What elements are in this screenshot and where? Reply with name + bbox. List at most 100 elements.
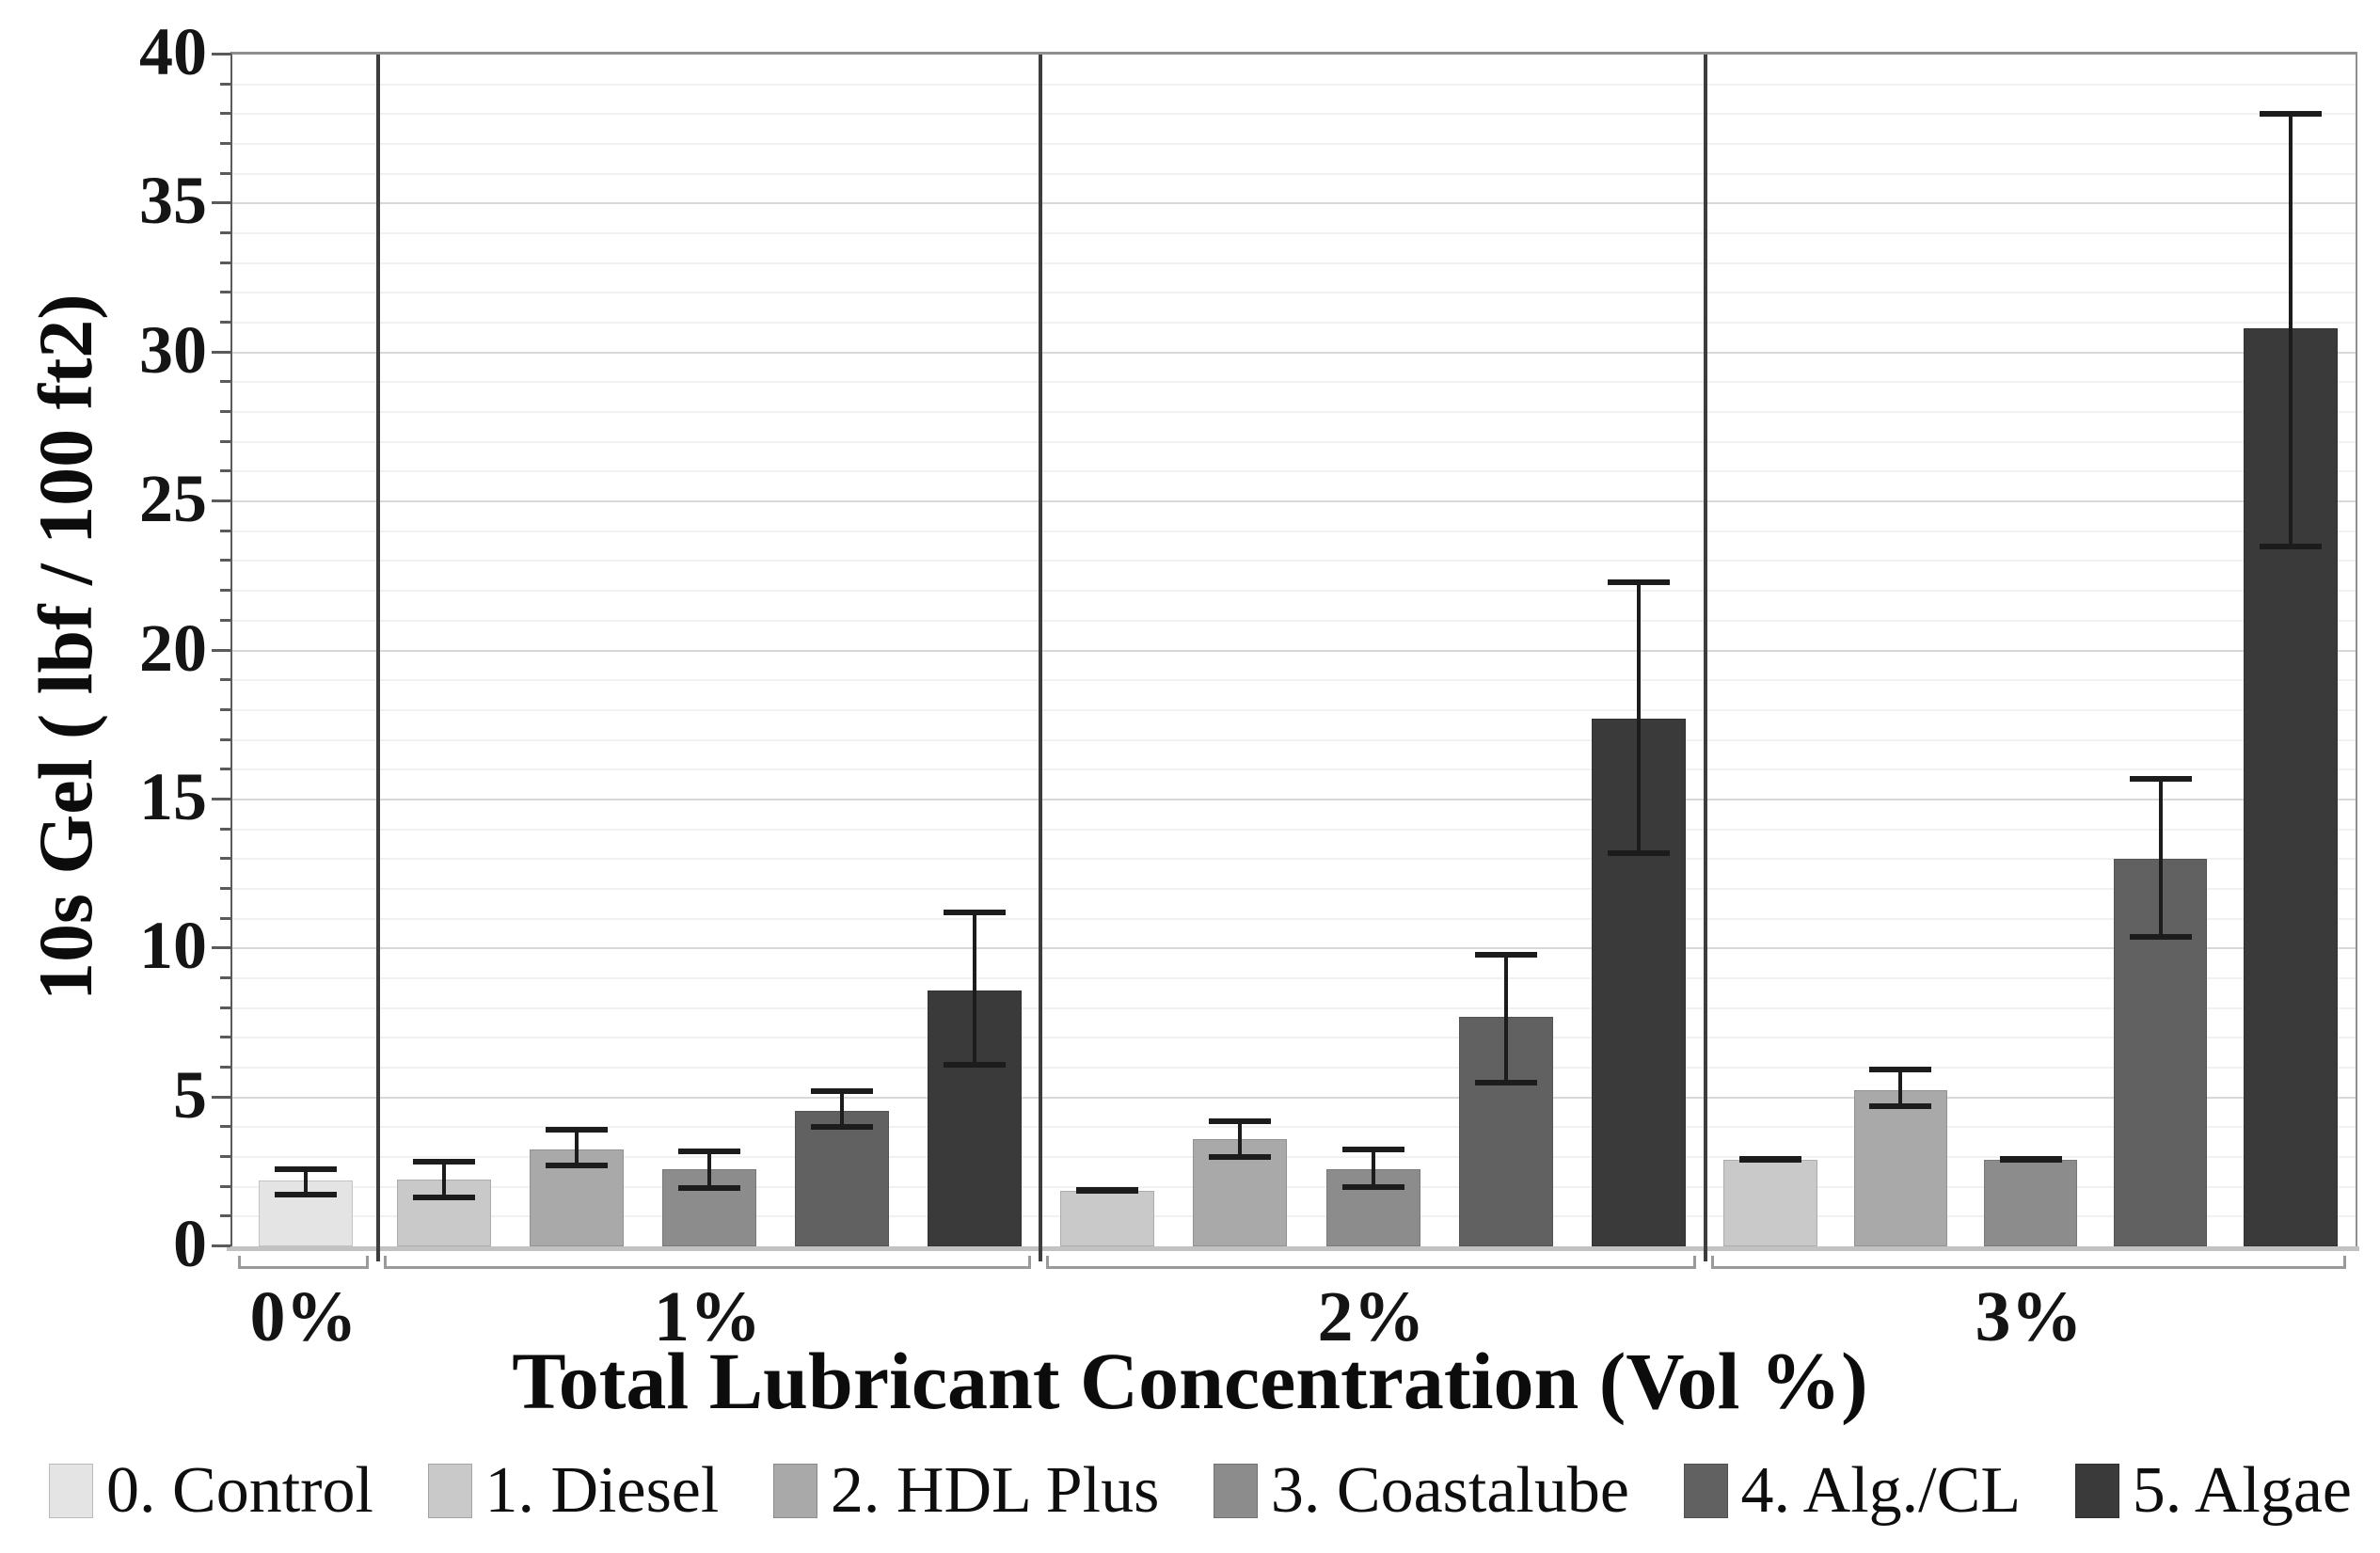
minor-gridline [232,470,2356,473]
bar [1983,1160,2078,1246]
legend-swatch [2074,1464,2119,1518]
y-axis-tick [220,886,230,890]
y-axis-tick [220,112,230,116]
legend: 0. Control 1. Diesel 2. HDL Plus 3. Coastal… [49,1449,2352,1533]
y-axis-tick [212,1244,230,1247]
minor-gridline [232,738,2356,741]
group-bracket [238,1266,369,1269]
error-bar-line [707,1150,711,1189]
y-axis-tick [212,201,230,205]
y-axis-tick [220,1036,230,1039]
bar [1723,1160,1817,1246]
error-bar-line [972,912,976,1065]
error-bar-line [2158,778,2163,937]
minor-gridline [232,1215,2356,1218]
minor-gridline [232,1006,2356,1009]
y-tick-label: 25 [139,461,207,537]
error-bar-cap [678,1185,740,1192]
x-tick-label: 3% [1975,1277,2083,1356]
legend-item: 0. Control [49,1453,373,1529]
y-axis-tick [212,1095,230,1099]
bar [794,1110,889,1246]
minor-gridline [232,292,2356,294]
x-tick-label: 2% [1317,1277,1425,1356]
y-axis-tick [220,380,230,384]
y-axis-tick [220,171,230,175]
error-bar-line [2288,114,2293,547]
minor-gridline [232,172,2356,175]
error-bar-cap [1608,578,1671,585]
minor-gridline [232,858,2356,861]
x-tick-label: 1% [654,1277,761,1356]
error-bar-cap [413,1158,476,1165]
y-axis-tick [220,1184,230,1188]
y-axis-tick [220,589,230,593]
y-axis-tick [220,410,230,414]
y-axis-tick [220,975,230,979]
y-axis-tick [220,291,230,294]
x-tick-label: 0% [249,1277,357,1356]
legend-item: 4. Alg./CL [1683,1453,2022,1529]
y-axis-tick [220,707,230,711]
error-bar-cap [2259,543,2322,549]
group-bracket-hook [2343,1256,2346,1269]
error-bar-cap [1474,1079,1537,1086]
group-separator [1704,55,1707,1261]
y-axis-tick [220,1125,230,1129]
y-tick-label: 0 [173,1206,207,1281]
error-bar-line [575,1130,579,1166]
y-axis-tick [220,261,230,264]
y-axis-tick [220,142,230,146]
legend-item: 2. HDL Plus [772,1453,1160,1529]
group-bracket-hook [1028,1256,1031,1269]
error-bar-cap [1341,1183,1404,1190]
error-bar-cap [810,1124,873,1131]
minor-gridline [232,261,2356,264]
group-bracket-hook [1711,1256,1714,1269]
y-axis-tick [220,1214,230,1218]
minor-gridline [232,708,2356,711]
error-bar-line [303,1168,308,1195]
y-axis-tick [220,737,230,741]
y-tick-label: 30 [139,311,207,388]
error-bar-cap [1209,1117,1272,1124]
y-axis-tick [220,916,230,920]
y-axis-tick [220,857,230,861]
y-tick-label: 40 [139,14,207,89]
bar [1059,1191,1154,1246]
y-axis-tick-labels: 0 5 10 15 20 25 30 35 40 [0,0,218,1553]
error-bar-line [1898,1069,1903,1107]
error-bar-cap [1474,951,1537,958]
x-axis-category-layer: 0% 1% 2% 3% [230,1256,2354,1434]
group-separator [1039,55,1042,1261]
error-bar-cap [2259,111,2322,118]
error-bar-cap [1341,1147,1404,1153]
minor-gridline [232,828,2356,831]
error-bar-cap [943,910,1006,916]
error-bar-cap [1209,1153,1272,1160]
minor-gridline [232,1066,2356,1069]
legend-item: 1. Diesel [427,1453,719,1529]
minor-gridline [232,530,2356,532]
error-bar-cap [1869,1103,1932,1110]
y-axis-tick [220,1006,230,1009]
y-axis-tick [220,1154,230,1158]
minor-gridline [232,322,2356,325]
error-bar-cap [1075,1188,1138,1195]
minor-gridline [232,917,2356,920]
group-bracket-hook [1046,1256,1049,1269]
error-bar-cap [1739,1157,1802,1164]
minor-gridline [232,1185,2356,1188]
legend-swatch [1213,1464,1258,1518]
y-axis-tick [220,768,230,771]
y-axis-tick [220,321,230,325]
minor-gridline [232,440,2356,443]
error-bar-cap [413,1194,476,1200]
y-axis-tick [220,82,230,86]
y-axis-tick [220,618,230,622]
legend-label: 4. Alg./CL [1740,1454,2022,1527]
error-bar-line [1637,581,1642,853]
y-axis-tick [212,946,230,950]
legend-label: 2. HDL Plus [830,1454,1160,1527]
major-gridline [232,947,2356,950]
